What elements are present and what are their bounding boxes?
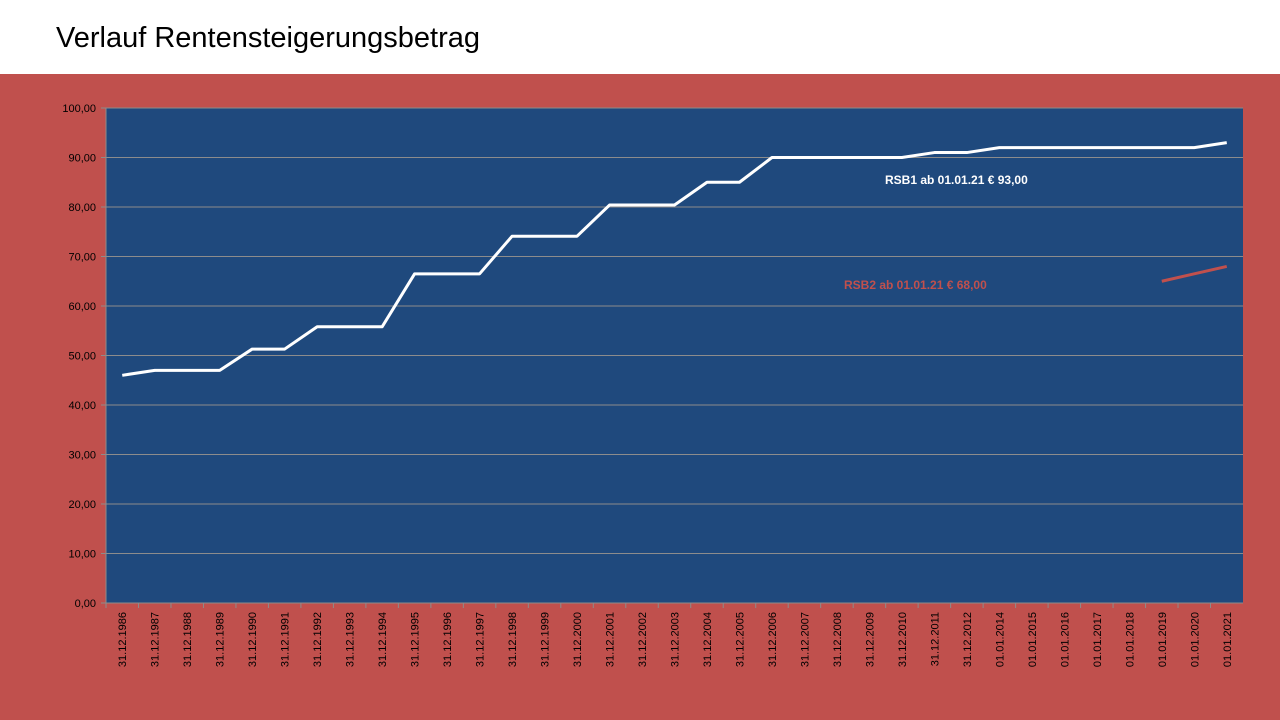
- x-tick-label: 31.12.1995: [410, 612, 422, 667]
- x-tick-label: 01.01.2020: [1189, 612, 1201, 667]
- x-tick-label: 31.12.2003: [670, 612, 682, 667]
- slide-title: Verlauf Rentensteigerungsbetrag: [56, 22, 481, 54]
- x-tick-label: 31.12.2007: [799, 612, 811, 667]
- y-tick-label: 10,00: [68, 549, 96, 561]
- x-tick-label: 31.12.1992: [312, 612, 324, 667]
- x-tick-label: 31.12.1997: [475, 612, 487, 667]
- y-tick-label: 50,00: [68, 351, 96, 363]
- x-tick-label: 31.12.1987: [150, 612, 162, 667]
- y-tick-label: 90,00: [68, 153, 96, 165]
- x-tick-label: 01.01.2019: [1157, 612, 1169, 667]
- x-tick-label: 01.01.2021: [1222, 612, 1234, 667]
- x-tick-label: 01.01.2014: [994, 612, 1006, 667]
- x-tick-label: 31.12.2006: [767, 612, 779, 667]
- x-tick-label: 31.12.2008: [832, 612, 844, 667]
- x-tick-label: 31.12.1998: [507, 612, 519, 667]
- x-tick-label: 31.12.2000: [572, 612, 584, 667]
- y-tick-label: 70,00: [68, 252, 96, 264]
- y-tick-label: 30,00: [68, 450, 96, 462]
- y-tick-label: 100,00: [62, 103, 96, 115]
- y-tick-label: 40,00: [68, 400, 96, 412]
- x-tick-label: 31.12.1988: [182, 612, 194, 667]
- x-tick-label: 31.12.1994: [377, 612, 389, 667]
- x-tick-label: 31.12.2009: [864, 612, 876, 667]
- x-tick-label: 31.12.1999: [540, 612, 552, 667]
- x-tick-label: 31.12.2010: [897, 612, 909, 667]
- x-tick-label: 31.12.1991: [280, 612, 292, 667]
- rsb1-annotation: RSB1 ab 01.01.21 € 93,00: [885, 173, 1028, 187]
- x-tick-label: 31.12.2004: [702, 612, 714, 667]
- y-tick-label: 60,00: [68, 301, 96, 313]
- y-tick-label: 20,00: [68, 499, 96, 511]
- x-tick-label: 31.12.1989: [215, 612, 227, 667]
- x-tick-label: 01.01.2015: [1027, 612, 1039, 667]
- x-tick-label: 31.12.2001: [605, 612, 617, 667]
- x-tick-label: 01.01.2017: [1092, 612, 1104, 667]
- x-tick-label: 31.12.1986: [117, 612, 129, 667]
- x-tick-label: 31.12.2005: [734, 612, 746, 667]
- x-tick-label: 31.12.1996: [442, 612, 454, 667]
- y-tick-label: 80,00: [68, 202, 96, 214]
- x-tick-label: 31.12.2012: [962, 612, 974, 667]
- x-tick-label: 31.12.1990: [247, 612, 259, 667]
- x-tick-label: 31.12.1993: [345, 612, 357, 667]
- x-tick-label: 31.12.2011: [929, 612, 941, 666]
- x-tick-label: 01.01.2016: [1059, 612, 1071, 667]
- y-tick-label: 0,00: [75, 598, 96, 610]
- x-tick-label: 31.12.2002: [637, 612, 649, 667]
- rsb2-annotation: RSB2 ab 01.01.21 € 68,00: [844, 278, 987, 292]
- x-tick-label: 01.01.2018: [1124, 612, 1136, 667]
